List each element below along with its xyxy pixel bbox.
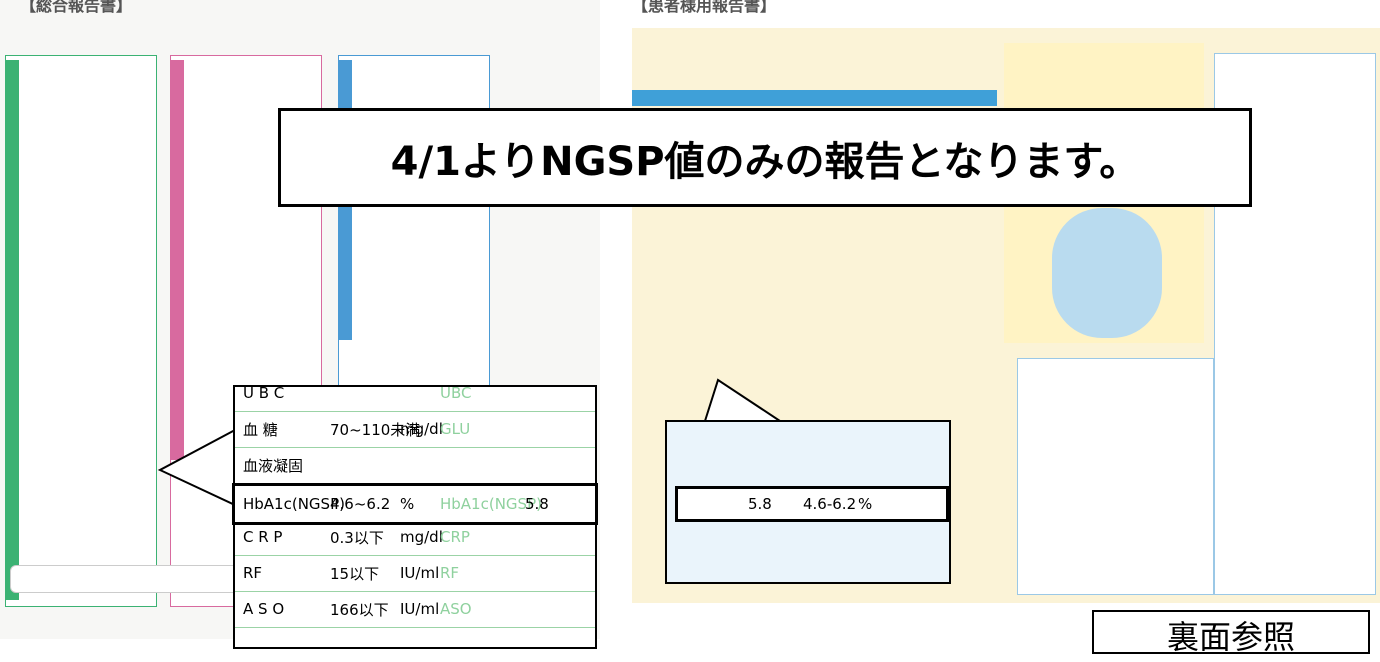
zoom-cell: IU/ml: [400, 564, 440, 582]
zoom-row: 血 糖 70~110未満 mg/dl GLU: [235, 411, 595, 448]
zoom-row: U B C UBC: [235, 375, 595, 412]
zoom-cell: ASO: [440, 600, 472, 618]
reference-range: 4.6-6.2: [803, 495, 857, 513]
zoom-cell: mg/dl: [400, 528, 443, 546]
callout-pointer: [703, 378, 784, 422]
zoom-cell: U B C: [243, 384, 285, 402]
zoom-cell: 5.8: [525, 495, 549, 513]
zoom-row: C R P 0.3以下 mg/dl CRP: [235, 519, 595, 556]
unit: %: [858, 495, 873, 513]
left-zoom: U B C UBC 血 糖 70~110未満 mg/dl GLU 血液凝固 HbA1c(NGS…: [232, 384, 598, 649]
zoom-cell: RF: [440, 564, 460, 582]
zoom-cell: 血 糖: [243, 420, 278, 439]
zoom-cell: CRP: [440, 528, 470, 546]
column-bar: [5, 60, 19, 600]
zoom-cell: A S O: [243, 600, 285, 618]
zoom-cell: mg/dl: [400, 420, 443, 438]
zoom-cell: RF: [243, 564, 263, 582]
zoom-cell: HbA1c(NGSP): [440, 495, 542, 513]
zoom-cell: IU/ml: [400, 600, 440, 618]
highlight-row: 5.8 4.6-6.2 %: [675, 486, 949, 522]
zoom-cell: UBC: [440, 384, 472, 402]
zoom-row: A S O 166以下 IU/ml ASO: [235, 591, 595, 628]
zoom-cell: HbA1c(NGSP): [243, 495, 345, 513]
column-bar: [170, 60, 184, 460]
see-reverse-note: 裏面参照: [1092, 610, 1370, 656]
callout-pointer: [157, 428, 236, 507]
zoom-row: RF 15以下 IU/ml RF: [235, 555, 595, 592]
left-title: 【総合報告書】: [20, 0, 133, 15]
zoom-cell: 70~110未満: [330, 420, 421, 439]
zoom-row: HbA1c(NGSP) 4.6~6.2% HbA1c(NGSP) 5.8: [232, 483, 598, 525]
zoom-cell: 15以下: [330, 564, 380, 583]
right-title: 【患者様用報告書】: [632, 0, 777, 15]
zoom-row: 血液凝固: [235, 447, 595, 484]
zoom-cell: GLU: [440, 420, 471, 438]
header-band: [632, 90, 997, 106]
zoom-cell: %: [400, 495, 415, 513]
explanation-box: [1017, 358, 1214, 595]
result-value: 5.8: [748, 495, 772, 513]
body-figure: [1052, 208, 1162, 338]
right-zoom: 5.8 4.6-6.2 %: [665, 420, 951, 584]
report-column: [5, 55, 157, 607]
zoom-cell: C R P: [243, 528, 283, 546]
notice-banner: 4/1よりNGSP値のみの報告となります。: [278, 108, 1252, 207]
zoom-cell: 4.6~6.2: [330, 495, 391, 513]
zoom-cell: 166以下: [330, 600, 389, 619]
zoom-cell: 0.3以下: [330, 528, 384, 547]
page: 【総合報告書】 【患者様用報告書】 4/1よりNGSP値のみの報告となります。 …: [5, 0, 1380, 656]
zoom-cell: 血液凝固: [243, 456, 304, 475]
